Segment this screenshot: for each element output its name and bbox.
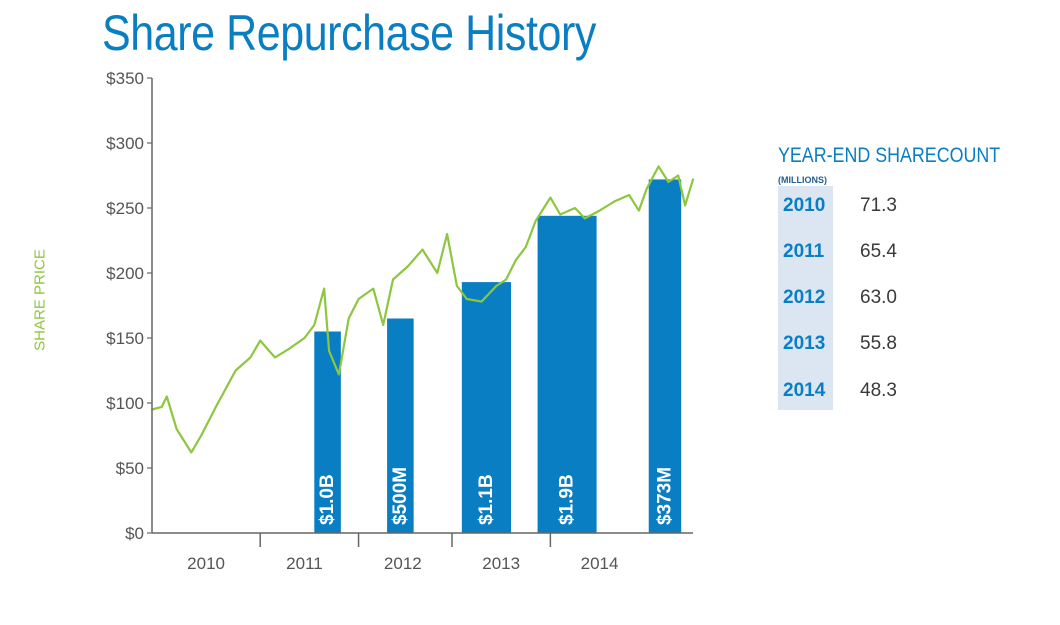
x-tick-label: 2010 (187, 554, 225, 573)
share-price-line (150, 165, 695, 454)
sharecount-value: 71.3 (860, 195, 897, 216)
sharecount-year: 2010 (783, 195, 826, 216)
y-tick-label: $150 (106, 329, 144, 348)
sharecount-row: 2013 55.8 (778, 333, 978, 357)
y-tick-label: $0 (125, 524, 144, 543)
repurchase-bar (314, 331, 341, 533)
sharecount-value: 48.3 (860, 380, 897, 401)
sharecount-year-column-bg (778, 186, 833, 410)
sharecount-year: 2014 (783, 380, 826, 401)
repurchase-bar (537, 215, 597, 534)
sharecount-row: 2012 63.0 (778, 287, 978, 311)
page-title: Share Repurchase History (102, 5, 596, 61)
sharecount-year: 2013 (783, 333, 826, 354)
x-tick-label: 2013 (482, 554, 520, 573)
bar-value-label: $1.9B (557, 474, 578, 525)
repurchase-bar (648, 179, 682, 533)
bar-value-label: $1.0B (317, 474, 338, 525)
bar-value-label: $1.1B (476, 474, 497, 525)
sharecount-panel-title: YEAR-END SHARECOUNT (778, 144, 1001, 167)
y-tick-label: $200 (106, 264, 144, 283)
sharecount-row: 2010 71.3 (778, 195, 978, 219)
sharecount-row: 2011 65.4 (778, 241, 978, 265)
x-tick-label: 2012 (384, 554, 422, 573)
x-tick-label: 2014 (581, 554, 619, 573)
y-tick-label: $350 (106, 69, 144, 88)
sharecount-year: 2011 (783, 241, 825, 262)
y-tick-label: $300 (106, 134, 144, 153)
repurchase-bar (387, 318, 414, 533)
sharecount-value: 63.0 (860, 287, 897, 308)
y-tick-label: $250 (106, 199, 144, 218)
sharecount-row: 2014 48.3 (778, 380, 978, 404)
y-tick-label: $100 (106, 394, 144, 413)
repurchase-bar (461, 282, 512, 533)
x-tick-label: 2011 (286, 554, 323, 573)
sharecount-year: 2012 (783, 287, 826, 308)
y-tick-label: $50 (116, 459, 144, 478)
sharecount-value: 65.4 (860, 241, 897, 262)
sharecount-value: 55.8 (860, 333, 897, 354)
sharecount-panel-subtitle: (MILLIONS) (778, 175, 827, 185)
bar-value-label: $373M (654, 467, 675, 525)
bar-value-label: $500M (390, 467, 411, 525)
